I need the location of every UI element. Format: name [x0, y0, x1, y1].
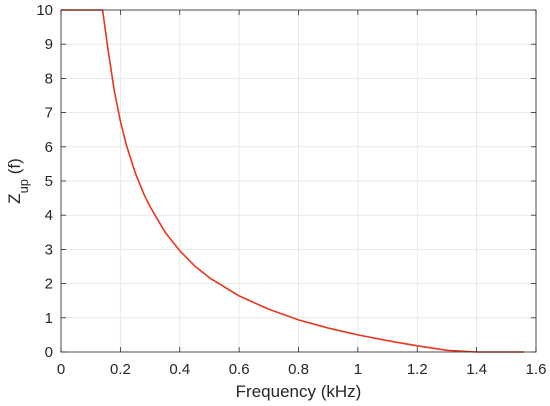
x-tick-label: 0.4: [169, 361, 190, 378]
x-tick-label: 1.4: [466, 361, 487, 378]
x-tick-label: 0.8: [288, 361, 309, 378]
y-tick-label: 3: [45, 241, 53, 258]
x-tick-label: 0.6: [229, 361, 250, 378]
y-tick-label: 5: [45, 173, 53, 190]
x-tick-label: 0.2: [110, 361, 131, 378]
y-tick-label: 6: [45, 139, 53, 156]
x-tick-label: 1.2: [407, 361, 428, 378]
x-tick-label: 1: [354, 361, 362, 378]
y-axis-label-suffix: (f): [5, 158, 24, 179]
y-tick-label: 10: [36, 2, 53, 19]
plot-area: [61, 9, 525, 353]
y-tick-label: 9: [45, 36, 53, 53]
x-axis-label: Frequency (kHz): [236, 382, 362, 401]
y-tick-label: 4: [45, 207, 53, 224]
x-tick-label: 0: [57, 361, 65, 378]
grid: [60, 9, 537, 353]
tick-labels: 0 0.2 0.4 0.6 0.8 1 1.2 1.4 1.6 0 1 2 3 4 5 6 7 8 9 10: [36, 2, 546, 378]
y-axis-label: Zup (f): [5, 158, 31, 204]
x-tick-label: 1.6: [526, 361, 547, 378]
y-axis-label-main: Z: [5, 193, 24, 203]
y-tick-label: 1: [45, 310, 53, 327]
y-tick-label: 8: [45, 70, 53, 87]
y-tick-label: 0: [45, 344, 53, 361]
series-line-0: [61, 9, 525, 353]
y-tick-label: 2: [45, 276, 53, 293]
y-axis-label-subscript: up: [16, 179, 31, 193]
ticks: [60, 9, 537, 353]
y-tick-label: 7: [45, 105, 53, 122]
